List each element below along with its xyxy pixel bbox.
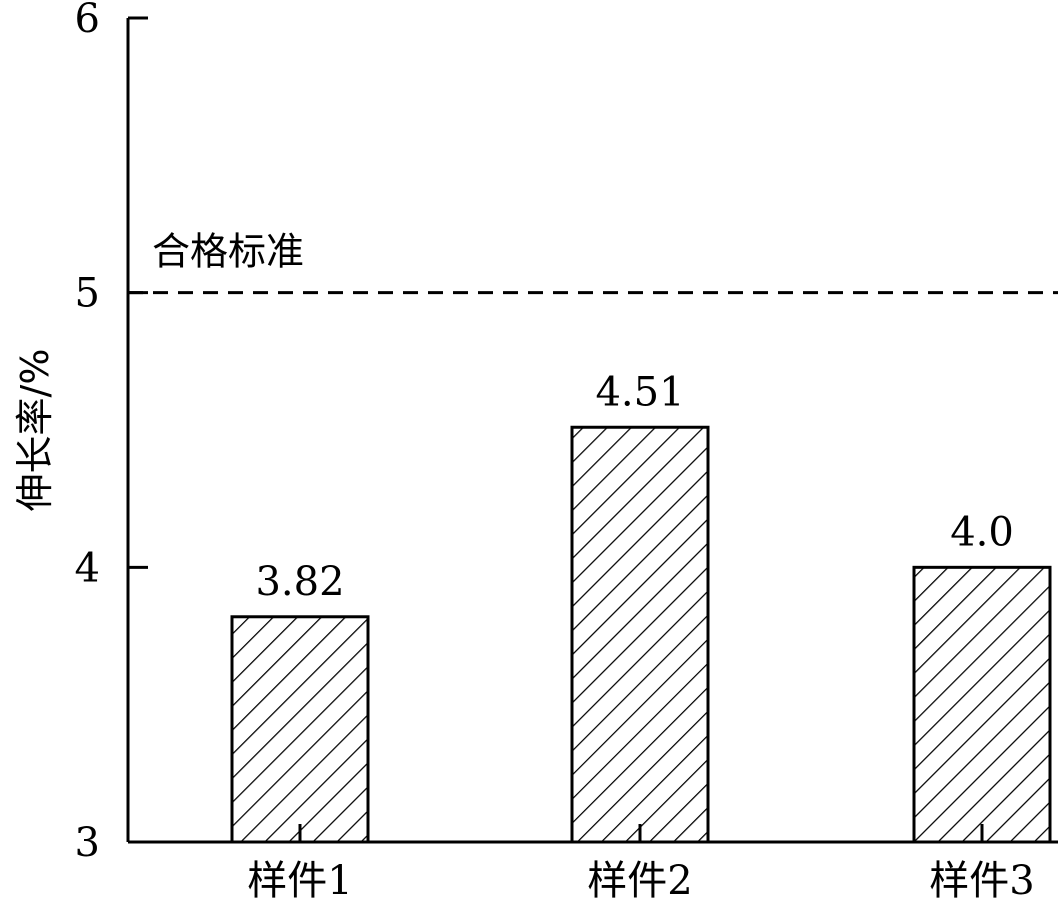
x-tick-label: 样件1: [247, 858, 352, 904]
reference-line-label: 合格标准: [152, 230, 304, 274]
y-tick-label: 6: [75, 0, 100, 42]
x-tick-label: 样件3: [929, 858, 1034, 904]
y-tick-label: 3: [75, 820, 100, 866]
bar: [912, 565, 1052, 844]
labels: 合格标准 3.82 样件1 4.51 样件2 4.0 样件3: [152, 230, 1035, 904]
bars: [230, 425, 1052, 844]
x-tick-label: 样件2: [587, 858, 692, 904]
bar: [230, 615, 370, 844]
bar: [570, 425, 710, 844]
y-tick-label: 4: [75, 545, 100, 591]
data-label: 3.82: [255, 559, 344, 605]
data-label: 4.0: [950, 509, 1014, 555]
y-tick-label: 5: [75, 271, 100, 317]
data-label: 4.51: [595, 369, 684, 415]
axes: 3 4 5 6 伸长率/%: [13, 0, 1058, 866]
y-axis-title: 伸长率/%: [13, 349, 57, 512]
